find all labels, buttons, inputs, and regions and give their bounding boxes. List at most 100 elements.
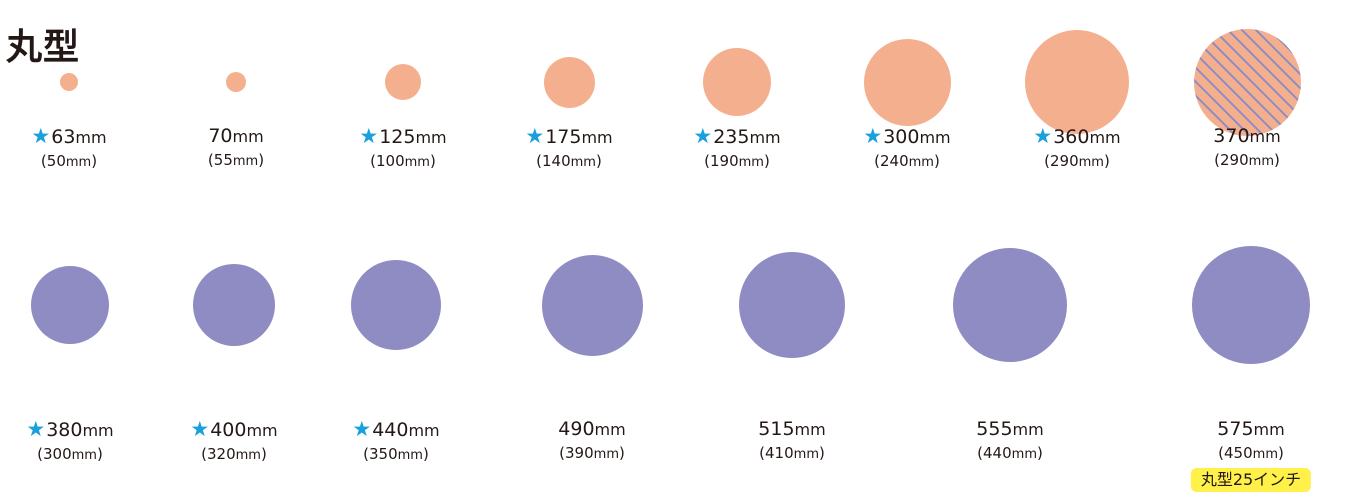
unit-label: mm <box>1012 420 1044 439</box>
star-icon: ★ <box>352 417 372 441</box>
outer-size: ★360mm <box>1033 125 1120 149</box>
size-circle <box>543 56 595 108</box>
inner-size: (190mm) <box>704 152 770 170</box>
outer-size-value: 300 <box>883 126 920 148</box>
size-circle <box>953 248 1067 362</box>
outer-size: ★63mm <box>31 125 106 149</box>
size-circle <box>385 64 421 100</box>
size-circle <box>351 260 441 350</box>
inner-size-value: 320 <box>207 445 236 463</box>
inner-size-value: 50 <box>46 152 66 170</box>
stripe-line <box>1193 50 1279 136</box>
stripe-line <box>1267 28 1301 62</box>
unit-label: mm <box>1253 420 1285 439</box>
size-circle <box>31 266 109 344</box>
unit-label: mm <box>75 128 107 147</box>
outer-size: ★300mm <box>863 125 950 149</box>
unit-label: mm <box>581 128 613 147</box>
size-circle <box>60 73 78 91</box>
unit-label: mm <box>65 155 92 170</box>
size-circle <box>863 38 951 126</box>
star-icon: ★ <box>863 124 883 148</box>
outer-size: ★440mm <box>352 418 439 442</box>
inner-size-value: 290 <box>1050 152 1079 170</box>
stripe-line <box>1193 78 1251 136</box>
inner-size: (440mm) <box>977 444 1043 462</box>
stripe-line <box>1239 28 1301 90</box>
inner-size: (410mm) <box>759 444 825 462</box>
unit-label: mm <box>793 447 819 462</box>
inner-size-value: 410 <box>765 444 794 462</box>
size-label: 575mm (450mm) <box>1217 418 1284 465</box>
star-icon: ★ <box>359 124 379 148</box>
outer-size-value: 515 <box>758 418 795 440</box>
outer-size-value: 440 <box>372 419 409 441</box>
size-circle <box>1025 30 1129 134</box>
inner-size-value: 190 <box>710 152 739 170</box>
inner-size-value: 290 <box>1220 151 1249 169</box>
outer-size: 555mm <box>976 418 1043 441</box>
unit-label: mm <box>1089 128 1121 147</box>
unit-label: mm <box>404 155 430 170</box>
outer-size: ★125mm <box>359 125 446 149</box>
unit-label: mm <box>1249 127 1281 146</box>
inner-size: (50mm) <box>40 152 98 170</box>
outer-size-value: 370 <box>1213 125 1250 147</box>
outer-size: 575mm <box>1217 418 1284 441</box>
unit-label: mm <box>794 420 826 439</box>
size-label: ★125mm (100mm) <box>359 125 446 173</box>
inner-size: (320mm) <box>201 445 267 463</box>
inner-size-value: 140 <box>542 152 571 170</box>
unit-label: mm <box>908 155 934 170</box>
inner-size: (300mm) <box>37 445 103 463</box>
stripe-line <box>1193 106 1223 136</box>
unit-label: mm <box>1011 447 1037 462</box>
outer-size-value: 360 <box>1053 126 1090 148</box>
inner-size-value: 55 <box>213 151 233 169</box>
size-label: ★440mm (350mm) <box>352 418 439 466</box>
size-label: ★235mm (190mm) <box>693 125 780 173</box>
star-icon: ★ <box>525 124 545 148</box>
unit-label: mm <box>408 421 440 440</box>
outer-size-value: 175 <box>545 126 582 148</box>
unit-label: mm <box>594 420 626 439</box>
stripe-line <box>1193 36 1293 136</box>
size-circle <box>193 264 275 346</box>
outer-size-value: 400 <box>210 419 247 441</box>
outer-size-value: 63 <box>51 126 76 148</box>
unit-label: mm <box>232 127 264 146</box>
star-icon: ★ <box>693 124 713 148</box>
unit-label: mm <box>1248 154 1274 169</box>
size-label: 370mm (290mm) <box>1213 125 1280 172</box>
stripe-pattern <box>1193 28 1301 136</box>
inner-size-value: 350 <box>369 445 398 463</box>
inner-size: (350mm) <box>363 445 429 463</box>
outer-size-value: 555 <box>976 418 1013 440</box>
size-label: 555mm (440mm) <box>976 418 1043 465</box>
inner-size: (290mm) <box>1044 152 1110 170</box>
unit-label: mm <box>593 447 619 462</box>
size-circle <box>541 254 643 356</box>
size-label: ★380mm (300mm) <box>26 418 113 466</box>
inner-size-value: 390 <box>565 444 594 462</box>
outer-size-value: 125 <box>379 126 416 148</box>
stripe-line <box>1281 28 1301 48</box>
outer-size: ★380mm <box>26 418 113 442</box>
inner-size-value: 450 <box>1224 444 1253 462</box>
stripe-line <box>1193 64 1265 136</box>
star-icon: ★ <box>26 417 46 441</box>
outer-size: 515mm <box>758 418 825 441</box>
size-badge: 丸型25インチ <box>1190 468 1312 492</box>
unit-label: mm <box>1252 447 1278 462</box>
inner-size: (390mm) <box>559 444 625 462</box>
size-label: ★300mm (240mm) <box>863 125 950 173</box>
stripe-line <box>1225 28 1301 104</box>
unit-label: mm <box>570 155 596 170</box>
outer-size: ★175mm <box>525 125 612 149</box>
unit-label: mm <box>71 448 97 463</box>
inner-size: (240mm) <box>874 152 940 170</box>
unit-label: mm <box>82 421 114 440</box>
size-circle <box>703 48 771 116</box>
stripe-line <box>1211 28 1301 118</box>
size-circle <box>1192 246 1310 364</box>
